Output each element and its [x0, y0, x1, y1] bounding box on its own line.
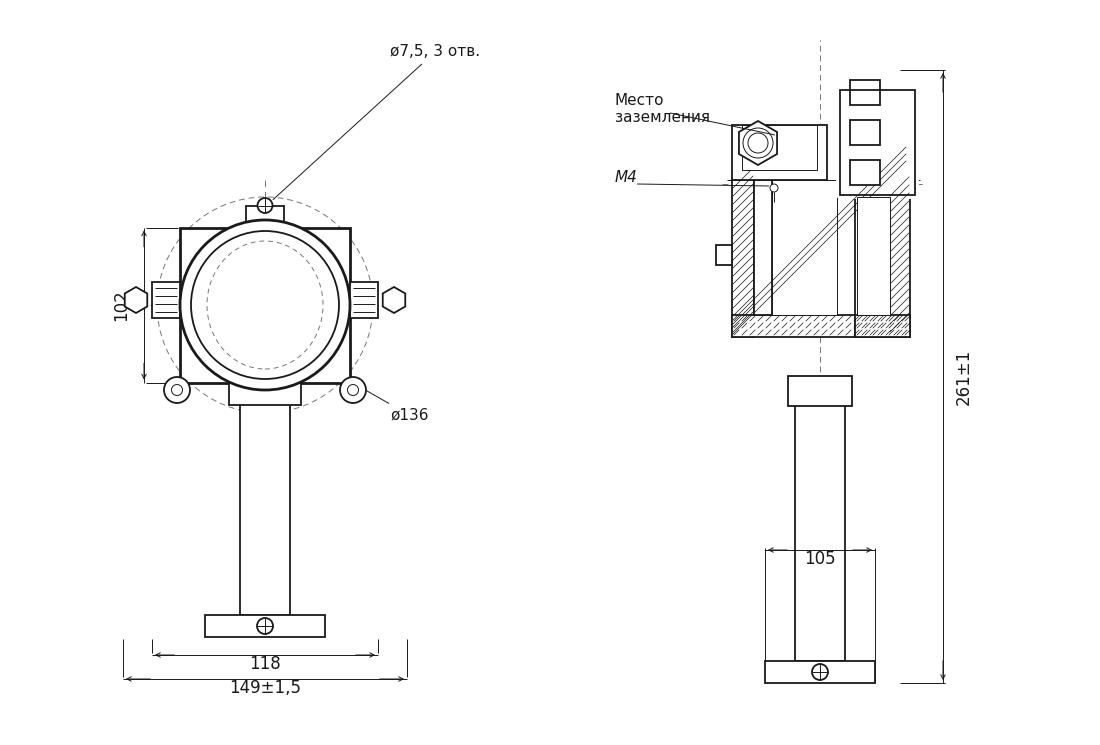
- Circle shape: [172, 384, 183, 396]
- Bar: [855, 195, 910, 337]
- Bar: [857, 197, 890, 315]
- Text: 105: 105: [804, 550, 836, 568]
- Circle shape: [340, 377, 366, 403]
- Text: ø7,5, 3 отв.: ø7,5, 3 отв.: [273, 45, 480, 200]
- Bar: [180, 227, 350, 382]
- Bar: [246, 206, 284, 233]
- Bar: [350, 282, 378, 318]
- Circle shape: [164, 377, 190, 403]
- Circle shape: [191, 231, 339, 379]
- Circle shape: [348, 384, 359, 396]
- Bar: [205, 615, 324, 637]
- Bar: [795, 396, 845, 661]
- Bar: [772, 180, 837, 315]
- Polygon shape: [124, 287, 147, 313]
- Bar: [754, 180, 772, 315]
- Bar: [850, 80, 880, 105]
- Bar: [700, 65, 980, 688]
- Bar: [732, 315, 907, 337]
- Circle shape: [748, 133, 768, 153]
- Text: ø136: ø136: [328, 368, 429, 422]
- Bar: [788, 376, 853, 406]
- Bar: [850, 120, 880, 145]
- Text: заземления: заземления: [615, 110, 710, 125]
- Bar: [764, 661, 875, 683]
- Text: Место: Место: [615, 93, 664, 108]
- Bar: [855, 315, 910, 337]
- Bar: [840, 90, 915, 195]
- Circle shape: [257, 618, 273, 634]
- Bar: [240, 382, 290, 615]
- FancyBboxPatch shape: [836, 86, 918, 199]
- Polygon shape: [383, 287, 405, 313]
- Circle shape: [257, 198, 273, 213]
- Text: 261±1: 261±1: [955, 349, 974, 405]
- Bar: [229, 382, 301, 405]
- Circle shape: [812, 664, 828, 680]
- Bar: [732, 125, 827, 180]
- Bar: [716, 245, 732, 265]
- Bar: [840, 90, 915, 195]
- Bar: [732, 180, 754, 337]
- Bar: [850, 160, 880, 185]
- Text: 149±1,5: 149±1,5: [229, 679, 301, 697]
- Bar: [742, 125, 817, 170]
- Bar: [152, 282, 180, 318]
- Bar: [180, 227, 350, 382]
- Text: 102: 102: [112, 289, 130, 321]
- Circle shape: [770, 184, 778, 192]
- Circle shape: [180, 220, 350, 390]
- Text: 118: 118: [249, 655, 280, 673]
- Text: М4: М4: [615, 171, 638, 186]
- Polygon shape: [739, 121, 777, 165]
